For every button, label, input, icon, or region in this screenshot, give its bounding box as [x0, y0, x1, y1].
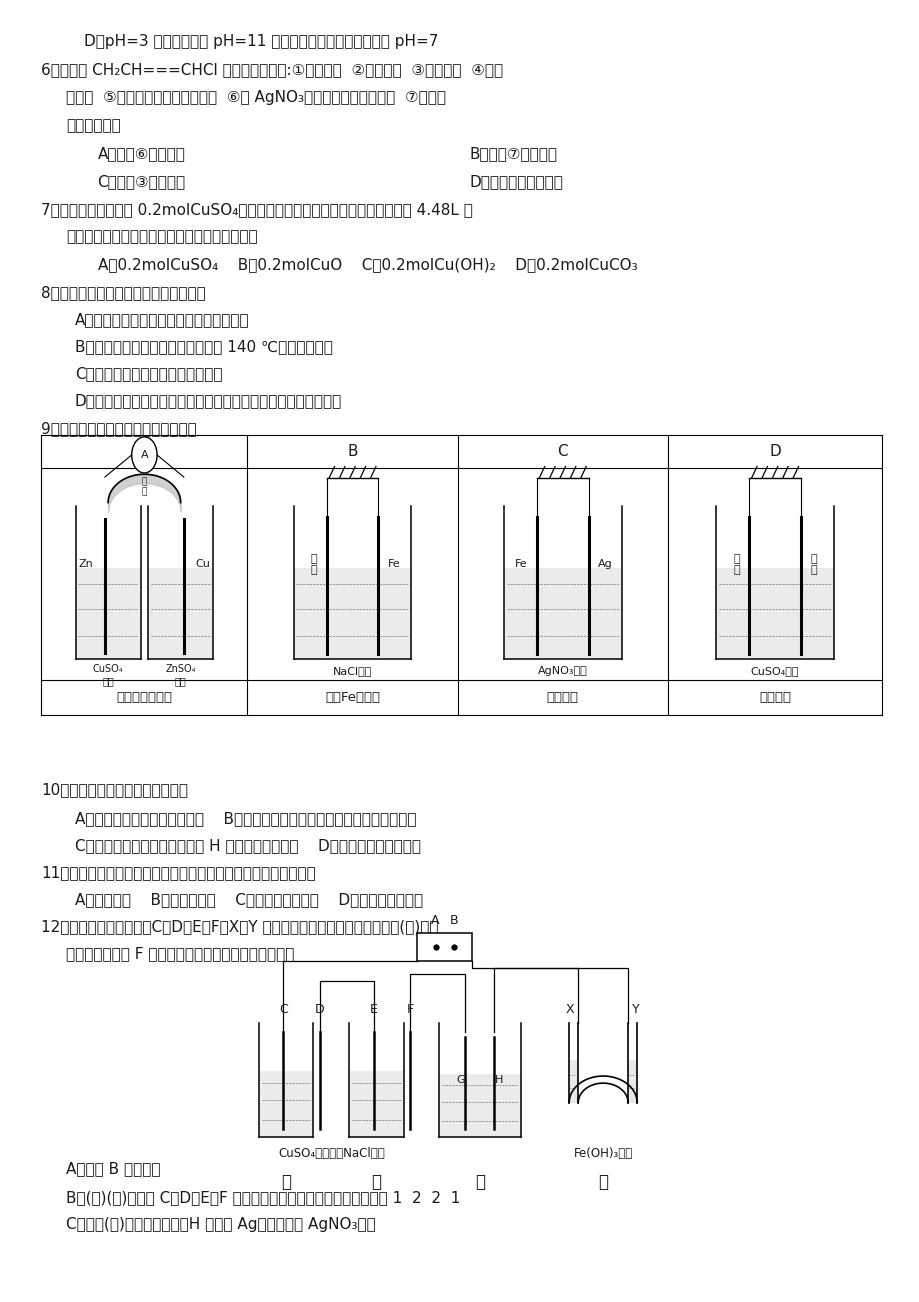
Text: Zn: Zn [78, 560, 93, 569]
Text: C: C [557, 444, 567, 458]
Polygon shape [570, 1060, 578, 1103]
Polygon shape [75, 568, 141, 659]
Text: 乙: 乙 [371, 1173, 381, 1191]
Text: 6．有机物 CH₂CH===CHCl 可发生的反应有:①取代反应  ②加成反应  ③消去反应  ④使渴: 6．有机物 CH₂CH===CHCl 可发生的反应有:①取代反应 ②加成反应 ③… [41, 62, 503, 78]
Text: 构成铜锌原电池: 构成铜锌原电池 [117, 691, 172, 704]
Text: CuSO₄溶液饱和NaCl溶液: CuSO₄溶液饱和NaCl溶液 [278, 1147, 384, 1160]
Text: D: D [768, 444, 780, 458]
Text: A．只有⑥不能发生: A．只有⑥不能发生 [97, 146, 186, 161]
Text: 11．下列各组液体混合物中有两种成分，可以用分液漏斗分离的是: 11．下列各组液体混合物中有两种成分，可以用分液漏斗分离的是 [41, 865, 316, 880]
Text: 7．用惰性电极电解含 0.2molCuSO₄的溶液一段时间后，阳极上生成标准状况下 4.48L 气: 7．用惰性电极电解含 0.2molCuSO₄的溶液一段时间后，阳极上生成标准状况… [41, 202, 472, 216]
Polygon shape [629, 1060, 637, 1103]
Text: 粗
铜: 粗 铜 [809, 553, 816, 575]
Text: D．以上反应均可发生: D．以上反应均可发生 [469, 174, 562, 189]
Text: G: G [457, 1075, 465, 1085]
Polygon shape [349, 1070, 403, 1137]
Text: 12．如下图所示的装置，C、D、E、F、X、Y 都是惰性电极。将电源接通后，向(乙)中滴: 12．如下图所示的装置，C、D、E、F、X、Y 都是惰性电极。将电源接通后，向(… [41, 919, 438, 934]
Polygon shape [148, 568, 213, 659]
Text: A．豆油和水    B．甲苯和油脂    C．乙酸和乙酸乙酯    D．豆油和四氯化碳: A．豆油和水 B．甲苯和油脂 C．乙酸和乙酸乙酯 D．豆油和四氯化碳 [74, 892, 423, 907]
Text: B: B [346, 444, 357, 458]
Text: D: D [314, 1003, 324, 1016]
Text: B．只有⑦不能发生: B．只有⑦不能发生 [469, 146, 557, 161]
Text: B．乙醇在浓硫酸作制化剂时加热至 140 ℃可以制备乙烯: B．乙醇在浓硫酸作制化剂时加热至 140 ℃可以制备乙烯 [74, 340, 333, 354]
Text: A: A [141, 450, 148, 460]
Text: Y: Y [631, 1003, 639, 1016]
Text: 8．下列关于醇化学性质的说法正确的是: 8．下列关于醇化学性质的说法正确的是 [41, 285, 206, 299]
Text: 10．下列关于乙酸的叙述正确的是: 10．下列关于乙酸的叙述正确的是 [41, 783, 188, 798]
Text: C．所有的醇都可以被氧化为醉或酮: C．所有的醇都可以被氧化为醉或酮 [74, 367, 222, 381]
Text: A．冰醜酸不能使石蕊试液变色    B．乙酸与碳酸钓溶液反应，生成二氧化碳气体: A．冰醜酸不能使石蕊试液变色 B．乙酸与碳酸钓溶液反应，生成二氧化碳气体 [74, 811, 416, 825]
Text: C: C [278, 1003, 288, 1016]
Text: A: A [431, 914, 439, 927]
Text: 防止Fe被腐蚀: 防止Fe被腐蚀 [324, 691, 380, 704]
Polygon shape [258, 1070, 312, 1137]
Text: CuSO₄溶液: CuSO₄溶液 [750, 665, 799, 676]
Circle shape [131, 437, 157, 473]
Text: X: X [565, 1003, 574, 1016]
Polygon shape [715, 568, 833, 659]
Polygon shape [504, 568, 621, 659]
Text: B．(甲)(乙)装置的 C、D、E、F 电极均有单质生成，其物质的量之比为 1  2  2  1: B．(甲)(乙)装置的 C、D、E、F 电极均有单质生成，其物质的量之比为 1 … [66, 1190, 460, 1204]
Text: A: A [139, 444, 150, 458]
Text: AgNO₃溶液: AgNO₃溶液 [538, 665, 587, 676]
Text: D．pH=3 的醜酸溶液与 pH=11 的氮氧化钓溶液等体积混合后 pH=7: D．pH=3 的醜酸溶液与 pH=11 的氮氧化钓溶液等体积混合后 pH=7 [84, 34, 437, 48]
Text: Cu: Cu [196, 560, 210, 569]
Text: A．电源 B 极是正极: A．电源 B 极是正极 [66, 1160, 160, 1176]
Polygon shape [293, 568, 411, 659]
Text: B: B [448, 914, 458, 927]
Text: ZnSO₄: ZnSO₄ [165, 664, 196, 674]
Text: C．乙酸在发生酯化反应时失去 H 原子，表现出酸性    D．乙酸是最简单的罧酸: C．乙酸在发生酯化反应时失去 H 原子，表现出酸性 D．乙酸是最简单的罧酸 [74, 838, 421, 853]
Text: Ag: Ag [597, 560, 612, 569]
Text: H: H [494, 1075, 503, 1085]
Text: Fe(OH)₃胶体: Fe(OH)₃胶体 [573, 1147, 632, 1160]
Text: 丁: 丁 [597, 1173, 607, 1191]
Text: 铜的精炼: 铜的精炼 [758, 691, 790, 704]
Text: 入酟酮溶液，在 F 极附近显红色。则下列说法正确的是: 入酟酮溶液，在 F 极附近显红色。则下列说法正确的是 [66, 947, 294, 961]
Text: C．欲用(丙)装置给铜镀銀，H 应该是 Ag，电镀液是 AgNO₃溶液: C．欲用(丙)装置给铜镀銀，H 应该是 Ag，电镀液是 AgNO₃溶液 [66, 1217, 375, 1233]
Text: 盐
桥: 盐 桥 [142, 478, 147, 496]
Text: A．0.2molCuSO₄    B．0.2molCuO    C．0.2molCu(OH)₂    D．0.2molCuCO₃: A．0.2molCuSO₄ B．0.2molCuO C．0.2molCu(OH)… [97, 256, 637, 272]
Text: 丙: 丙 [474, 1173, 484, 1191]
Text: 9．下列有关电化学装置完全正确的是: 9．下列有关电化学装置完全正确的是 [41, 421, 197, 436]
Text: 溶液: 溶液 [175, 676, 187, 686]
Text: 纯
铜: 纯 铜 [732, 553, 739, 575]
Text: 体，欲使电解质溶液恢复电解前的状况，应加入: 体，欲使电解质溶液恢复电解前的状况，应加入 [66, 229, 257, 243]
Text: Fe: Fe [387, 560, 400, 569]
Text: 甲: 甲 [280, 1173, 290, 1191]
Text: CuSO₄: CuSO₄ [93, 664, 123, 674]
Text: 水褮色  ⑤使酸性高锰酸钔溶液褮色  ⑥与 AgNO₃溶液反应得到白色沉淠  ⑦聚合反: 水褮色 ⑤使酸性高锰酸钔溶液褮色 ⑥与 AgNO₃溶液反应得到白色沉淠 ⑦聚合反 [66, 90, 446, 105]
Bar [417, 934, 471, 961]
Text: D．交警检查司机酒后驾车是利用了乙醇能被重锄酸钔氧化的性质: D．交警检查司机酒后驾车是利用了乙醇能被重锄酸钔氧化的性质 [74, 393, 342, 409]
Text: 应，正确的是: 应，正确的是 [66, 118, 120, 133]
Text: E: E [369, 1003, 378, 1016]
Text: F: F [406, 1003, 414, 1016]
Text: C．只有③不能发生: C．只有③不能发生 [97, 174, 186, 189]
Text: 铁上镀银: 铁上镀银 [546, 691, 578, 704]
Text: NaCl溶液: NaCl溶液 [333, 665, 372, 676]
Text: 溶液: 溶液 [102, 676, 114, 686]
Polygon shape [438, 1074, 520, 1137]
Text: Fe: Fe [515, 560, 528, 569]
Text: A．乙醇分子中的氢原子均可被金属钓取代: A．乙醇分子中的氢原子均可被金属钓取代 [74, 312, 249, 328]
Text: 石
墨: 石 墨 [311, 553, 317, 575]
